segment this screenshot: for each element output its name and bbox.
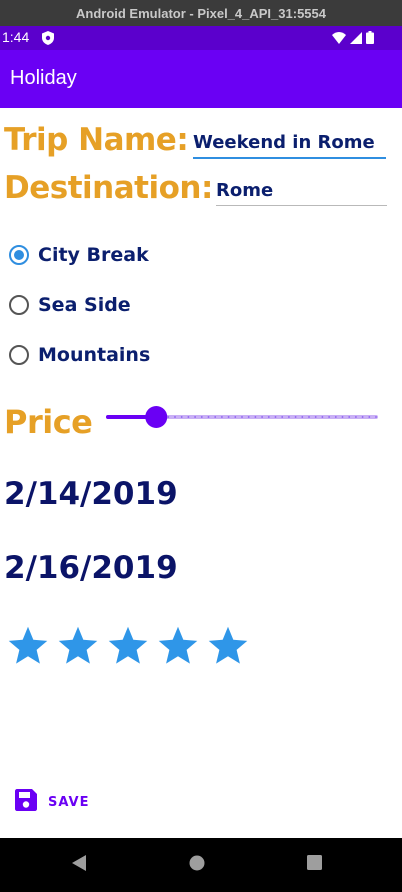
app-bar: Holiday xyxy=(0,50,402,108)
slider-tick xyxy=(194,416,196,418)
slider-tick xyxy=(361,416,364,418)
emulator-title-bar: Android Emulator - Pixel_4_API_31:5554 xyxy=(0,0,402,26)
slider-tick xyxy=(180,416,183,418)
star-icon[interactable] xyxy=(106,624,150,668)
radio-label: City Break xyxy=(38,244,149,266)
slider-tick xyxy=(234,416,237,418)
price-slider[interactable] xyxy=(106,402,378,432)
slider-tick xyxy=(341,416,344,418)
wifi-icon xyxy=(332,31,346,47)
slider-tick xyxy=(321,416,324,418)
battery-icon xyxy=(366,31,374,47)
price-label: Price xyxy=(4,403,93,441)
radio-unchecked-icon[interactable] xyxy=(8,344,30,366)
slider-tick xyxy=(348,416,351,418)
slider-tick xyxy=(254,416,257,418)
radio-option-1[interactable]: Sea Side xyxy=(8,290,131,320)
slider-tick xyxy=(355,416,357,418)
rating-bar[interactable] xyxy=(6,624,250,668)
slider-tick xyxy=(308,416,310,418)
slider-tick xyxy=(241,416,243,418)
start-date[interactable]: 2/14/2019 xyxy=(4,476,178,512)
slider-tick xyxy=(301,416,304,418)
slider-tick xyxy=(207,416,210,418)
destination-input[interactable]: Rome xyxy=(216,180,387,206)
slider-tick xyxy=(174,416,176,418)
slider-tick xyxy=(247,416,250,418)
slider-tick xyxy=(288,416,290,418)
radio-unchecked-icon[interactable] xyxy=(8,294,30,316)
slider-tick xyxy=(375,416,377,418)
end-date[interactable]: 2/16/2019 xyxy=(4,550,178,586)
slider-tick xyxy=(267,416,270,418)
slider-tick xyxy=(221,416,223,418)
slider-tick xyxy=(334,416,337,418)
radio-option-2[interactable]: Mountains xyxy=(8,340,150,370)
slider-tick xyxy=(200,416,203,418)
trip-name-label: Trip Name: xyxy=(4,122,189,158)
slider-tick xyxy=(167,416,170,418)
floppy-disk-icon xyxy=(14,788,38,816)
signal-icon xyxy=(350,31,362,47)
slider-tick xyxy=(281,416,284,418)
slider-tick xyxy=(314,416,317,418)
slider-thumb[interactable] xyxy=(145,406,168,428)
home-icon[interactable] xyxy=(189,855,205,875)
slider-tick xyxy=(274,416,277,418)
radio-option-0[interactable]: City Break xyxy=(8,240,149,270)
recents-icon[interactable] xyxy=(307,855,322,874)
slider-tick xyxy=(368,416,371,418)
radio-label: Mountains xyxy=(38,344,151,366)
slider-tick xyxy=(328,416,330,418)
destination-label: Destination: xyxy=(4,170,213,206)
star-icon[interactable] xyxy=(6,624,50,668)
radio-checked-icon[interactable] xyxy=(8,244,30,266)
slider-tick xyxy=(214,416,217,418)
vpn-shield-icon xyxy=(42,31,54,48)
navigation-bar xyxy=(0,838,402,892)
slider-tick xyxy=(261,416,263,418)
star-icon[interactable] xyxy=(156,624,200,668)
trip-name-input[interactable]: Weekend in Rome xyxy=(193,132,386,159)
save-button[interactable]: SAVE xyxy=(14,788,89,816)
slider-tick xyxy=(294,416,297,418)
status-icons xyxy=(332,31,374,47)
radio-label: Sea Side xyxy=(38,294,131,316)
save-label: SAVE xyxy=(48,794,90,810)
slider-tick xyxy=(227,416,230,418)
slider-tick xyxy=(187,416,190,418)
status-time: 1:44 xyxy=(2,29,30,45)
status-bar: 1:44 xyxy=(0,26,402,50)
star-icon[interactable] xyxy=(206,624,250,668)
star-icon[interactable] xyxy=(56,624,100,668)
emulator-title: Android Emulator - Pixel_4_API_31:5554 xyxy=(76,5,326,21)
app-title: Holiday xyxy=(10,67,77,89)
back-icon[interactable] xyxy=(70,853,88,877)
